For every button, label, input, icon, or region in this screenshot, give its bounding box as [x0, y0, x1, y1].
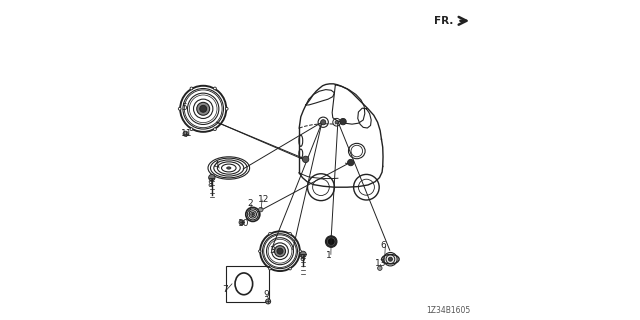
- Circle shape: [190, 87, 193, 90]
- Circle shape: [300, 251, 306, 258]
- Circle shape: [214, 128, 216, 131]
- Circle shape: [340, 118, 346, 125]
- Text: 13: 13: [375, 259, 387, 268]
- Circle shape: [269, 268, 271, 270]
- Text: 8: 8: [300, 254, 305, 263]
- Circle shape: [266, 299, 271, 304]
- Text: 10: 10: [238, 219, 249, 228]
- Circle shape: [275, 246, 285, 257]
- Text: 12: 12: [258, 195, 269, 204]
- Circle shape: [239, 220, 244, 225]
- Circle shape: [214, 87, 216, 90]
- Circle shape: [190, 128, 193, 131]
- Text: 8: 8: [207, 180, 213, 189]
- Circle shape: [303, 156, 309, 163]
- Text: 1Z34B1605: 1Z34B1605: [426, 306, 470, 315]
- Text: 7: 7: [223, 285, 228, 294]
- Text: 11: 11: [182, 129, 193, 138]
- Text: 5: 5: [182, 103, 187, 112]
- Circle shape: [335, 121, 339, 124]
- Ellipse shape: [381, 254, 399, 264]
- Circle shape: [225, 108, 228, 110]
- Circle shape: [289, 268, 291, 270]
- Circle shape: [277, 248, 283, 254]
- Text: 4: 4: [214, 161, 220, 170]
- Circle shape: [179, 108, 181, 110]
- Circle shape: [269, 233, 271, 235]
- Circle shape: [388, 257, 392, 261]
- Ellipse shape: [227, 167, 231, 169]
- Circle shape: [328, 238, 335, 245]
- Circle shape: [200, 105, 207, 112]
- Circle shape: [183, 131, 188, 136]
- Text: 2: 2: [247, 199, 253, 208]
- Circle shape: [209, 174, 215, 181]
- Circle shape: [321, 120, 326, 125]
- Circle shape: [259, 250, 261, 252]
- Bar: [226, 266, 269, 302]
- Circle shape: [196, 102, 210, 115]
- Circle shape: [259, 207, 263, 212]
- Text: 1: 1: [326, 251, 332, 260]
- Text: FR.: FR.: [434, 16, 453, 26]
- Circle shape: [299, 250, 301, 252]
- Circle shape: [378, 266, 382, 270]
- Circle shape: [289, 233, 291, 235]
- Circle shape: [326, 236, 337, 247]
- Text: 6: 6: [381, 241, 387, 250]
- Text: 3: 3: [269, 246, 275, 255]
- Circle shape: [252, 213, 254, 215]
- Text: 9: 9: [263, 290, 269, 299]
- Circle shape: [348, 159, 354, 166]
